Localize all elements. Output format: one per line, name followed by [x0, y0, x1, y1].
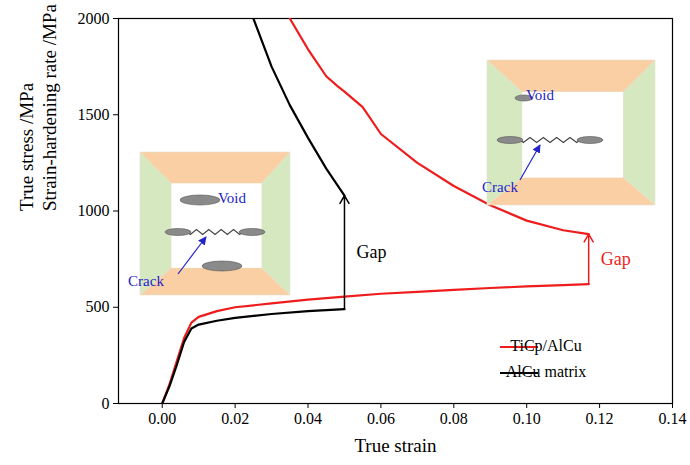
- svg-text:0.14: 0.14: [659, 410, 687, 427]
- svg-text:AlCu matrix: AlCu matrix: [506, 363, 586, 380]
- svg-text:Crack: Crack: [482, 179, 518, 195]
- svg-text:Strain-hardening rate /MPa: Strain-hardening rate /MPa: [39, 4, 60, 211]
- svg-text:500: 500: [86, 298, 110, 315]
- svg-text:2000: 2000: [78, 10, 110, 27]
- svg-text:0.08: 0.08: [440, 410, 468, 427]
- svg-text:0.04: 0.04: [294, 410, 322, 427]
- svg-text:Crack: Crack: [128, 273, 164, 289]
- svg-text:True strain: True strain: [354, 435, 437, 456]
- svg-text:0.12: 0.12: [586, 410, 614, 427]
- svg-text:TiCp/AlCu: TiCp/AlCu: [510, 337, 581, 355]
- svg-text:0.00: 0.00: [148, 410, 176, 427]
- svg-text:Gap: Gap: [356, 242, 386, 262]
- svg-text:Void: Void: [526, 87, 555, 103]
- svg-text:0.10: 0.10: [513, 410, 541, 427]
- svg-text:0.02: 0.02: [221, 410, 249, 427]
- svg-text:0: 0: [102, 395, 110, 412]
- svg-text:True stress /MPa: True stress /MPa: [16, 82, 37, 211]
- svg-text:Void: Void: [218, 190, 247, 206]
- svg-text:1000: 1000: [78, 202, 110, 219]
- svg-text:1500: 1500: [78, 106, 110, 123]
- svg-text:Gap: Gap: [601, 249, 631, 269]
- svg-text:0.06: 0.06: [367, 410, 395, 427]
